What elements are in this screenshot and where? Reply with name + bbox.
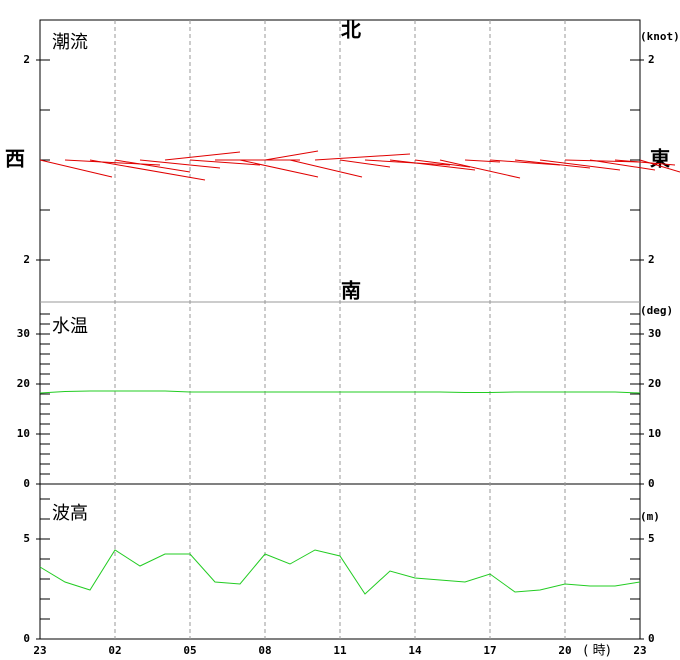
x-tick-label: 17 <box>483 644 496 657</box>
x-tick-label: 11 <box>333 644 347 657</box>
compass-label: 西 <box>5 147 25 171</box>
y-tick-label: 0 <box>648 477 655 490</box>
y-tick-label: 5 <box>648 532 655 545</box>
current-vector <box>89 159 206 181</box>
y-tick-label: 10 <box>17 427 30 440</box>
current-vector <box>264 150 319 161</box>
unit-label: (m) <box>640 510 660 523</box>
y-tick-label: 20 <box>17 377 30 390</box>
data-line <box>39 549 641 595</box>
current-vector <box>189 159 261 166</box>
current-vector <box>489 159 561 166</box>
x-tick-label: 05 <box>183 644 196 657</box>
current-vector <box>589 159 656 171</box>
current-vector <box>239 159 319 178</box>
x-tick-label: 08 <box>258 644 271 657</box>
panel-title: 潮流 <box>52 32 88 53</box>
y-tick-label: 10 <box>648 427 661 440</box>
current-vector <box>389 159 476 171</box>
current-vector <box>614 159 676 166</box>
current-vector <box>314 153 411 161</box>
y-tick-label: 5 <box>23 532 30 545</box>
current-vector <box>39 159 113 178</box>
current-vector <box>289 159 363 178</box>
x-tick-label: 02 <box>108 644 121 657</box>
y-tick-label: 0 <box>23 632 30 645</box>
y-tick-label: 2 <box>23 253 30 266</box>
current-vector <box>414 159 471 168</box>
x-tick-label: 23 <box>633 644 646 657</box>
current-vector <box>564 159 641 163</box>
x-tick-label: 23 <box>33 644 46 657</box>
x-tick-label: 20 <box>558 644 571 657</box>
y-tick-label: 30 <box>17 327 30 340</box>
current-vector <box>439 159 521 179</box>
panel-title: 水温 <box>52 316 88 337</box>
unit-label: (knot) <box>640 30 680 43</box>
panel-title: 波高 <box>52 503 88 524</box>
compass-label: 南 <box>341 279 361 303</box>
y-tick-label: 30 <box>648 327 661 340</box>
current-vector <box>539 159 621 171</box>
current-vector <box>339 159 391 168</box>
current-vector <box>164 151 241 161</box>
current-vector <box>139 159 221 169</box>
current-vector <box>514 159 591 169</box>
current-vector <box>464 159 501 163</box>
y-tick-label: 2 <box>23 53 30 66</box>
x-tick-label: 14 <box>408 644 422 657</box>
unit-label: (deg) <box>640 304 673 317</box>
data-line <box>39 390 641 394</box>
current-vector <box>639 159 680 173</box>
y-tick-label: 2 <box>648 253 655 266</box>
y-tick-label: 20 <box>648 377 661 390</box>
y-tick-label: 0 <box>648 632 655 645</box>
compass-label: 北 <box>341 18 361 42</box>
compass-label: 東 <box>650 147 670 171</box>
x-axis-label: ( 時) <box>583 644 610 659</box>
y-tick-label: 0 <box>23 477 30 490</box>
y-tick-label: 2 <box>648 53 655 66</box>
current-vector <box>114 159 191 173</box>
